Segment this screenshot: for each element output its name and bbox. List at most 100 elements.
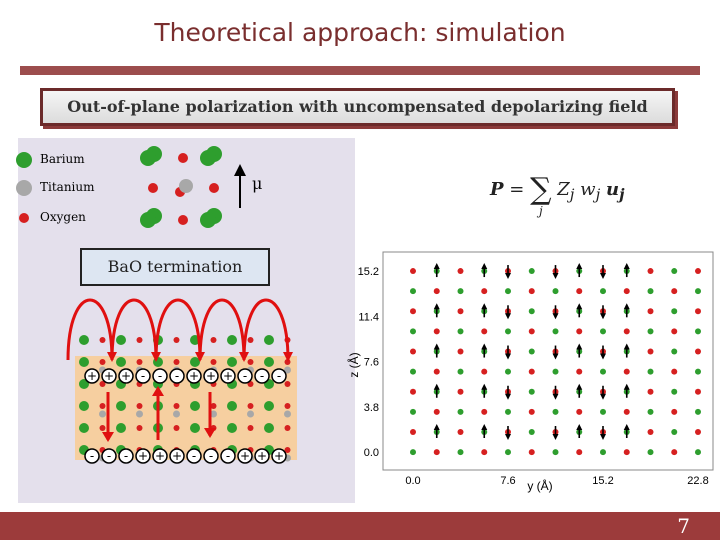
chart-point [576, 368, 583, 375]
chart-point [671, 268, 678, 275]
page-number: 7 [677, 514, 690, 538]
chart-point [647, 348, 654, 355]
chart-dipole-arrowhead [433, 343, 440, 350]
polarization-formula: P = ∑ Zj wj uj j [490, 168, 625, 218]
legend-oxygen-label: Oxygen [40, 210, 86, 224]
chart-point [410, 348, 416, 355]
chart-dipole-arrowhead [623, 303, 630, 310]
chart-point [695, 308, 701, 315]
chart-dipole-arrowhead [552, 353, 559, 360]
chart-point [528, 348, 535, 355]
chart-point [671, 388, 678, 395]
chart-point [695, 429, 701, 436]
formula-p: P [490, 179, 504, 200]
formula-z-index: j [569, 185, 575, 204]
formula-sum: ∑ [530, 172, 552, 207]
chart-x-tick: 7.6 [500, 475, 515, 487]
chart-point [695, 268, 701, 275]
chart-point [457, 429, 464, 436]
chart-point [433, 328, 440, 335]
chart-point [457, 408, 464, 415]
chart-point [457, 328, 464, 335]
chart-dipole-arrowhead [576, 263, 583, 270]
chart-point [433, 288, 440, 295]
chart-point [481, 449, 488, 456]
chart-point [410, 449, 416, 456]
chart-y-tick: 0.0 [364, 447, 379, 459]
chart-point [457, 348, 464, 355]
chart-point [505, 408, 511, 415]
legend-titanium-label: Titanium [40, 180, 95, 194]
chart-point [671, 328, 678, 335]
title-rule [20, 66, 700, 75]
chart-dipole-arrowhead [576, 383, 583, 390]
chart-point [457, 288, 464, 295]
chart-point [647, 328, 654, 335]
chart-dipole-arrowhead [552, 313, 559, 320]
chart-dipole-arrowhead [433, 424, 440, 431]
chart-point [671, 348, 678, 355]
chart-point [647, 429, 654, 436]
chart-point [600, 408, 606, 415]
chart-point [552, 288, 559, 295]
chart-point [647, 408, 654, 415]
chart-point [695, 408, 701, 415]
chart-dipole-arrowhead [433, 303, 440, 310]
chart-point [600, 449, 606, 456]
chart-dipole-arrowhead [481, 343, 488, 350]
chart-point [623, 368, 630, 375]
chart-point [505, 328, 511, 335]
chart-point [505, 288, 511, 295]
chart-dipole-arrowhead [600, 434, 606, 441]
formula-u-index: j [619, 185, 625, 204]
chart-point [410, 268, 416, 275]
chart-dipole-arrowhead [576, 303, 583, 310]
chart-point [623, 328, 630, 335]
chart-point [671, 429, 678, 436]
chart-dipole-arrowhead [505, 393, 511, 400]
section-header: Out-of-plane polarization with uncompens… [67, 97, 648, 116]
chart-dipole-arrowhead [576, 343, 583, 350]
barium-icon [16, 152, 32, 168]
legend-barium-label: Barium [40, 152, 85, 166]
chart-point [410, 388, 416, 395]
chart-dipole-arrowhead [505, 353, 511, 360]
chart-x-tick: 15.2 [592, 475, 613, 487]
chart-point [623, 288, 630, 295]
chart-point [433, 449, 440, 456]
chart-dipole-arrowhead [481, 383, 488, 390]
chart-dipole-arrowhead [433, 383, 440, 390]
chart-x-axis-label: y (Å) [527, 478, 552, 493]
chart-dipole-arrowhead [481, 424, 488, 431]
oxygen-icon [19, 213, 29, 223]
chart-point [457, 268, 464, 275]
chart-point [528, 368, 535, 375]
chart-point [410, 288, 416, 295]
chart-point [528, 388, 535, 395]
chart-dipole-arrowhead [623, 383, 630, 390]
chart-dipole-arrowhead [623, 263, 630, 270]
chart-x-tick: 0.0 [405, 475, 420, 487]
chart-point [481, 288, 488, 295]
chart-dipole-arrowhead [600, 393, 606, 400]
chart-point [671, 408, 678, 415]
chart-point [600, 328, 606, 335]
chart-point [457, 308, 464, 315]
chart-x-tick: 22.8 [687, 475, 708, 487]
chart-point [528, 328, 535, 335]
chart-point [410, 408, 416, 415]
chart-point [671, 449, 678, 456]
chart-point [505, 368, 511, 375]
formula-sum-index: j [539, 204, 543, 218]
chart-point [552, 328, 559, 335]
chart-point [481, 368, 488, 375]
chart-point [410, 429, 416, 436]
chart-point [576, 449, 583, 456]
chart-point [410, 328, 416, 335]
chart-dipole-arrowhead [552, 273, 559, 280]
chart-point [410, 308, 416, 315]
chart-dipole-arrowhead [481, 303, 488, 310]
chart-point [457, 449, 464, 456]
chart-y-tick: 3.8 [364, 402, 379, 414]
chart-point [647, 268, 654, 275]
